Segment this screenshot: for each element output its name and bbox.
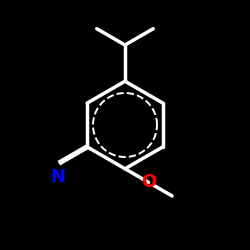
Text: N: N	[50, 168, 65, 186]
Text: O: O	[141, 173, 156, 191]
